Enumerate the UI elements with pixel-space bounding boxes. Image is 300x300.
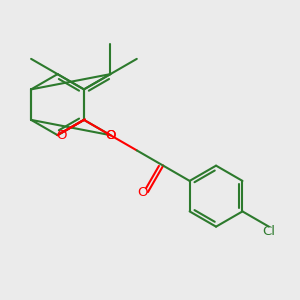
Text: O: O bbox=[57, 129, 67, 142]
Text: O: O bbox=[105, 129, 116, 142]
Text: O: O bbox=[105, 129, 116, 142]
Text: O: O bbox=[137, 186, 147, 199]
Text: Cl: Cl bbox=[262, 225, 275, 238]
